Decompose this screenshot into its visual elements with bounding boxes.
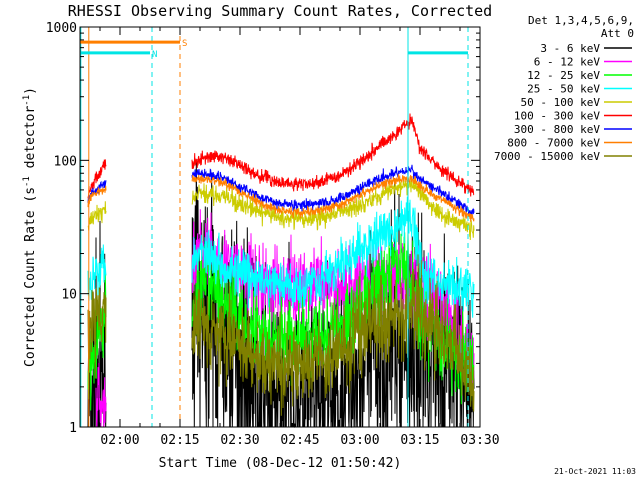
y-tick-label-2: 10: [61, 288, 77, 303]
x-tick-label-6: 03:15: [400, 433, 439, 448]
x-tick-label-4: 02:45: [280, 433, 319, 448]
y-axis-label-sup-2: -1: [22, 95, 32, 106]
series-line-8: [87, 173, 475, 222]
overlay-lines: SN: [80, 27, 469, 427]
flag-label-1: S: [182, 39, 187, 49]
legend-label-1: 3 - 6 keV: [540, 42, 600, 55]
y-axis-label-main: Corrected Count Rate (s: [23, 187, 38, 367]
y-axis-label: Corrected Count Rate (s-1 detector-1): [22, 87, 38, 367]
legend-header-1: Det 1,3,4,5,6,9,: [528, 14, 634, 27]
legend-label-9: 7000 - 15000 keV: [494, 150, 600, 163]
legend-label-4: 25 - 50 keV: [527, 83, 600, 96]
y-tick-label-3: 100: [54, 154, 77, 169]
legend-header-2: Att 0: [601, 27, 634, 40]
date-stamp: 21-Oct-2021 11:03: [554, 467, 636, 476]
x-tick-label-3: 02:30: [220, 433, 259, 448]
x-tick-label-2: 02:15: [160, 433, 199, 448]
legend-label-2: 6 - 12 keV: [534, 56, 601, 69]
series-line-6: [87, 113, 475, 199]
legend-label-7: 300 - 800 keV: [514, 123, 600, 136]
axis-ticks: 02:00 02:15 02:30 02:45 03:00 03:15 03:30 1 10 10…: [46, 21, 500, 448]
y-tick-label-4: 1000: [46, 21, 77, 36]
y-axis-label-end: ): [23, 87, 38, 95]
flag-label-2: N: [152, 50, 157, 60]
legend-label-3: 12 - 25 keV: [527, 69, 600, 82]
x-tick-label-1: 02:00: [100, 433, 139, 448]
x-tick-label-5: 03:00: [340, 433, 379, 448]
y-tick-label-1: 1: [69, 421, 77, 436]
series-line-5: [87, 174, 475, 241]
x-tick-label-7: 03:30: [460, 433, 499, 448]
legend-label-8: 800 - 7000 keV: [507, 137, 600, 150]
series-line-9: [87, 254, 475, 416]
x-axis-label: Start Time (08-Dec-12 01:50:42): [159, 456, 402, 471]
y-axis-label-sup-1: -1: [22, 176, 32, 187]
legend-label-6: 100 - 300 keV: [514, 110, 600, 123]
chart-title: RHESSI Observing Summary Count Rates, Co…: [68, 2, 492, 20]
legend-label-5: 50 - 100 keV: [521, 96, 601, 109]
series-line-4: [87, 196, 475, 318]
y-axis-label-mid: detector: [23, 106, 38, 177]
